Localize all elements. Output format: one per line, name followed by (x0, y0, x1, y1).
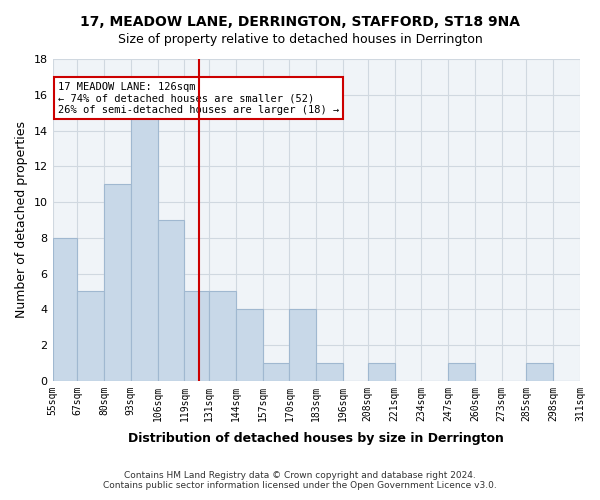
Text: 17, MEADOW LANE, DERRINGTON, STAFFORD, ST18 9NA: 17, MEADOW LANE, DERRINGTON, STAFFORD, S… (80, 15, 520, 29)
Bar (53, 238, 77, 381)
Bar (209, 292, 236, 381)
Bar (104, 184, 131, 381)
Bar (158, 220, 184, 381)
Text: 17 MEADOW LANE: 126sqm
← 74% of detached houses are smaller (52)
26% of semi-det: 17 MEADOW LANE: 126sqm ← 74% of detached… (58, 82, 339, 114)
Bar (263, 363, 289, 381)
Y-axis label: Number of detached properties: Number of detached properties (15, 122, 28, 318)
Bar (131, 112, 158, 381)
Bar (368, 363, 395, 381)
Text: Contains HM Land Registry data © Crown copyright and database right 2024.
Contai: Contains HM Land Registry data © Crown c… (103, 470, 497, 490)
Text: Size of property relative to detached houses in Derrington: Size of property relative to detached ho… (118, 32, 482, 46)
Bar (77, 292, 104, 381)
Bar (316, 363, 343, 381)
Bar (448, 363, 475, 381)
X-axis label: Distribution of detached houses by size in Derrington: Distribution of detached houses by size … (128, 432, 504, 445)
Bar (526, 363, 553, 381)
Bar (289, 310, 316, 381)
Bar (236, 310, 263, 381)
Bar (184, 292, 209, 381)
